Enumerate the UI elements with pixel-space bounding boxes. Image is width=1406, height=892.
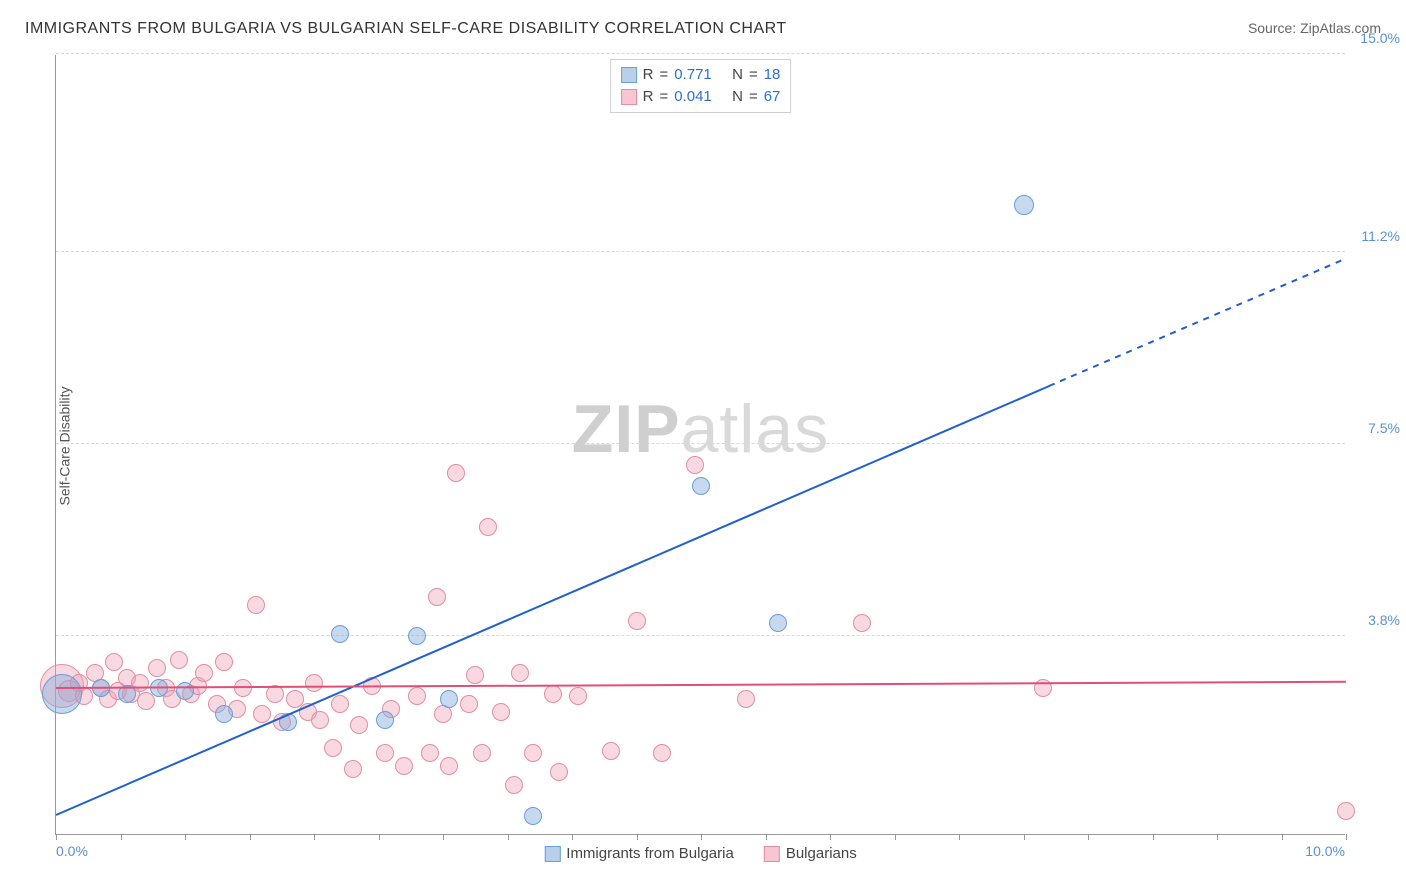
scatter-point bbox=[544, 685, 562, 703]
x-tick-mark bbox=[1346, 834, 1347, 840]
scatter-point bbox=[428, 588, 446, 606]
scatter-point bbox=[492, 703, 510, 721]
gridline bbox=[56, 443, 1345, 444]
x-tick-mark bbox=[572, 834, 573, 840]
scatter-point bbox=[524, 744, 542, 762]
legend-row-bulgarians: R = 0.041 N = 67 bbox=[621, 86, 781, 108]
x-tick-mark bbox=[959, 834, 960, 840]
swatch-bulgarians bbox=[621, 89, 637, 105]
scatter-point bbox=[395, 757, 413, 775]
scatter-point bbox=[148, 659, 166, 677]
x-axis-min-label: 0.0% bbox=[56, 843, 88, 859]
watermark: ZIPatlas bbox=[572, 390, 829, 468]
scatter-point bbox=[408, 627, 426, 645]
x-tick-mark bbox=[508, 834, 509, 840]
x-tick-mark bbox=[1088, 834, 1089, 840]
scatter-point bbox=[460, 695, 478, 713]
scatter-point bbox=[195, 664, 213, 682]
chart-title: IMMIGRANTS FROM BULGARIA VS BULGARIAN SE… bbox=[25, 20, 787, 38]
scatter-point bbox=[466, 666, 484, 684]
gridline bbox=[56, 251, 1345, 252]
scatter-point bbox=[479, 518, 497, 536]
trend-line bbox=[56, 385, 1050, 816]
y-tick-label: 3.8% bbox=[1350, 612, 1400, 628]
gridline bbox=[56, 635, 1345, 636]
scatter-point bbox=[421, 744, 439, 762]
swatch-icon bbox=[764, 846, 780, 862]
x-tick-mark bbox=[1282, 834, 1283, 840]
y-tick-label: 15.0% bbox=[1350, 30, 1400, 46]
scatter-point bbox=[176, 682, 194, 700]
gridline bbox=[56, 53, 1345, 54]
scatter-point bbox=[524, 807, 542, 825]
scatter-point bbox=[170, 651, 188, 669]
scatter-point bbox=[737, 690, 755, 708]
x-tick-mark bbox=[56, 834, 57, 840]
legend-row-immigrants: R = 0.771 N = 18 bbox=[621, 64, 781, 86]
scatter-point bbox=[853, 614, 871, 632]
chart-header: IMMIGRANTS FROM BULGARIA VS BULGARIAN SE… bbox=[25, 20, 1381, 38]
scatter-point bbox=[408, 687, 426, 705]
y-tick-label: 7.5% bbox=[1350, 420, 1400, 436]
scatter-point bbox=[628, 612, 646, 630]
x-tick-mark bbox=[1024, 834, 1025, 840]
legend-item-bulgarians: Bulgarians bbox=[764, 845, 857, 862]
y-tick-label: 11.2% bbox=[1350, 228, 1400, 244]
scatter-point bbox=[376, 711, 394, 729]
trend-line bbox=[1049, 257, 1346, 386]
scatter-point bbox=[434, 705, 452, 723]
x-tick-mark bbox=[701, 834, 702, 840]
x-tick-mark bbox=[121, 834, 122, 840]
scatter-point bbox=[331, 695, 349, 713]
x-tick-mark bbox=[1153, 834, 1154, 840]
scatter-point bbox=[344, 760, 362, 778]
scatter-point bbox=[234, 679, 252, 697]
x-tick-mark bbox=[1217, 834, 1218, 840]
scatter-point bbox=[692, 477, 710, 495]
scatter-point bbox=[305, 674, 323, 692]
plot-area: ZIPatlas R = 0.771 N = 18 R = 0.041 N = … bbox=[55, 55, 1345, 835]
scatter-point bbox=[376, 744, 394, 762]
scatter-point bbox=[42, 674, 82, 714]
x-tick-mark bbox=[895, 834, 896, 840]
x-tick-mark bbox=[443, 834, 444, 840]
scatter-point bbox=[769, 614, 787, 632]
scatter-point bbox=[105, 653, 123, 671]
scatter-point bbox=[215, 653, 233, 671]
scatter-point bbox=[440, 757, 458, 775]
scatter-point bbox=[473, 744, 491, 762]
scatter-point bbox=[686, 456, 704, 474]
scatter-point bbox=[324, 739, 342, 757]
x-tick-mark bbox=[185, 834, 186, 840]
x-tick-mark bbox=[379, 834, 380, 840]
scatter-point bbox=[505, 776, 523, 794]
scatter-point bbox=[653, 744, 671, 762]
scatter-point bbox=[447, 464, 465, 482]
scatter-point bbox=[511, 664, 529, 682]
legend-correlation: R = 0.771 N = 18 R = 0.041 N = 67 bbox=[610, 59, 792, 113]
swatch-immigrants bbox=[621, 67, 637, 83]
scatter-point bbox=[550, 763, 568, 781]
legend-item-immigrants: Immigrants from Bulgaria bbox=[544, 845, 734, 862]
x-tick-mark bbox=[766, 834, 767, 840]
scatter-point bbox=[602, 742, 620, 760]
scatter-point bbox=[247, 596, 265, 614]
scatter-point bbox=[1337, 802, 1355, 820]
scatter-point bbox=[440, 690, 458, 708]
x-tick-mark bbox=[250, 834, 251, 840]
scatter-point bbox=[1014, 195, 1034, 215]
x-tick-mark bbox=[637, 834, 638, 840]
scatter-point bbox=[215, 705, 233, 723]
scatter-point bbox=[350, 716, 368, 734]
legend-series: Immigrants from Bulgaria Bulgarians bbox=[544, 845, 856, 862]
x-axis-max-label: 10.0% bbox=[1305, 843, 1345, 859]
scatter-point bbox=[311, 711, 329, 729]
x-tick-mark bbox=[830, 834, 831, 840]
x-tick-mark bbox=[314, 834, 315, 840]
scatter-point bbox=[331, 625, 349, 643]
swatch-icon bbox=[544, 846, 560, 862]
scatter-point bbox=[569, 687, 587, 705]
